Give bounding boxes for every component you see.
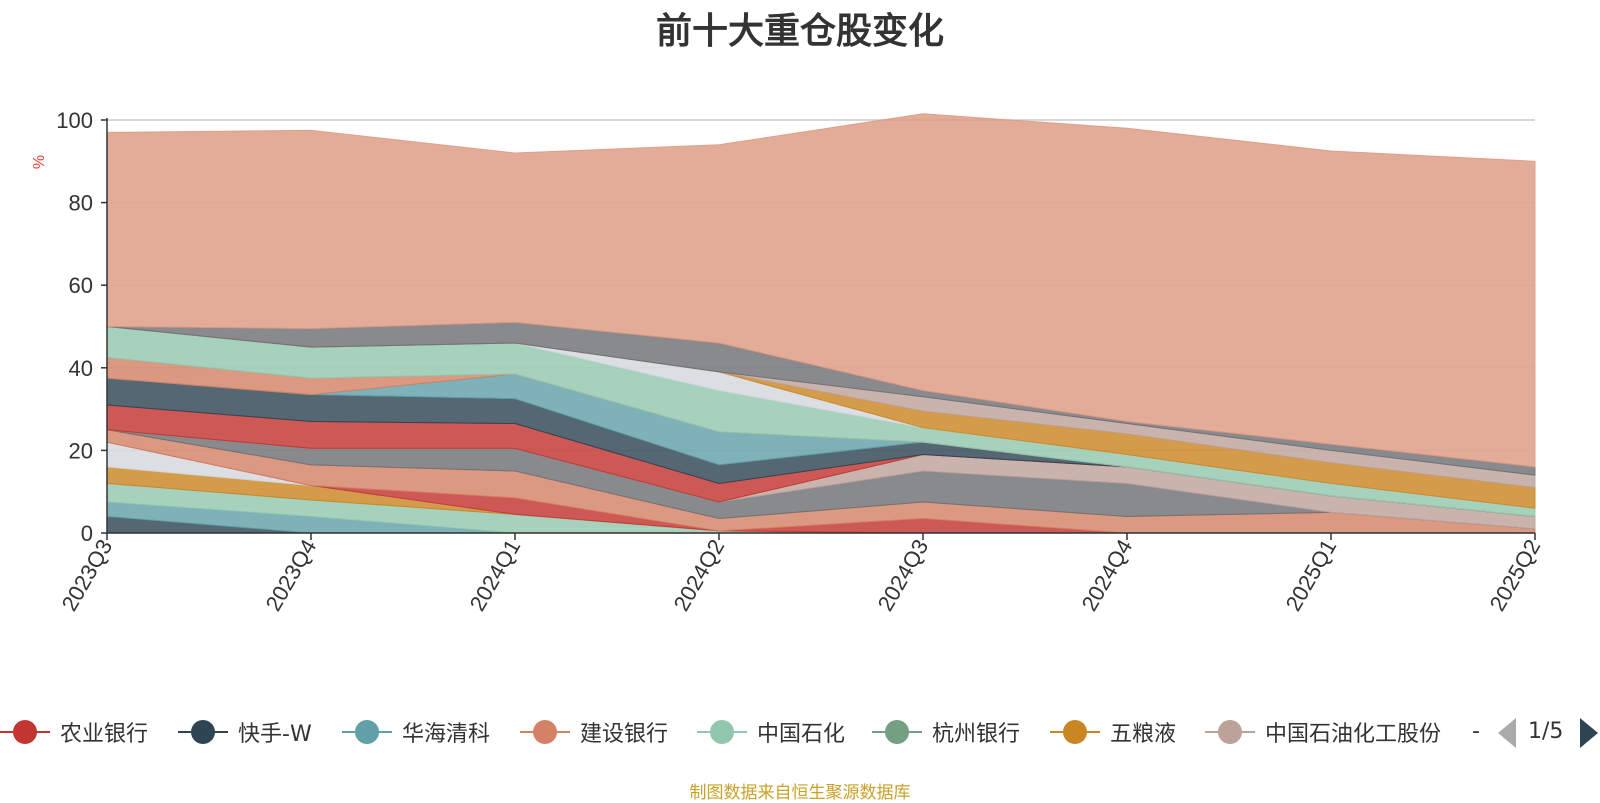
legend-page-indicator: 1/5 bbox=[1528, 719, 1564, 744]
legend-item[interactable]: 中国石油化工股份 bbox=[1205, 712, 1441, 752]
x-tick-label: 2024Q3 bbox=[873, 535, 934, 615]
legend-marker-icon bbox=[520, 717, 570, 747]
y-tick-label: 40 bbox=[69, 356, 93, 381]
legend: 农业银行 快手-W 华海清科 建设银行 中国石化 杭州银行 五粮液 中国石油化工股份 - 1/… bbox=[0, 712, 1600, 752]
source-note: 制图数据来自恒生聚源数据库 bbox=[689, 783, 911, 803]
legend-marker-icon bbox=[0, 717, 50, 747]
legend-marker-icon bbox=[342, 717, 392, 747]
y-tick-label: 80 bbox=[69, 191, 93, 216]
legend-overflow-indicator: - bbox=[1472, 719, 1480, 744]
legend-item[interactable]: 农业银行 bbox=[0, 712, 148, 752]
y-tick-label: 0 bbox=[81, 521, 93, 546]
x-tick-label: 2025Q1 bbox=[1281, 535, 1342, 615]
legend-item[interactable]: 建设银行 bbox=[520, 712, 668, 752]
stacked-area-chart: 0 20 40 60 80 100 2023Q3 2023Q4 2024Q1 2024Q2 2024… bbox=[31, 108, 1546, 615]
x-tick-label: 2024Q1 bbox=[465, 535, 526, 615]
y-tick-label: 20 bbox=[69, 438, 93, 463]
legend-next-page-icon[interactable] bbox=[1580, 718, 1598, 748]
legend-item[interactable]: 杭州银行 bbox=[872, 712, 1020, 752]
legend-marker-icon bbox=[178, 717, 228, 747]
legend-item-label: 五粮液 bbox=[1110, 722, 1177, 747]
y-axis-unit-label: % bbox=[31, 155, 48, 169]
y-tick-label: 60 bbox=[69, 273, 93, 298]
legend-item[interactable]: 华海清科 bbox=[342, 712, 490, 752]
x-tick-label: 2023Q3 bbox=[57, 535, 118, 615]
legend-item-label: 建设银行 bbox=[580, 722, 669, 747]
legend-item[interactable]: 快手-W bbox=[178, 712, 312, 752]
x-tick-label: 2023Q4 bbox=[261, 535, 322, 615]
legend-item-label: 中国石化 bbox=[757, 722, 846, 747]
legend-item-label: 中国石油化工股份 bbox=[1265, 722, 1442, 747]
x-tick-label: 2025Q2 bbox=[1485, 535, 1546, 615]
legend-prev-page-icon[interactable] bbox=[1498, 718, 1516, 748]
legend-item[interactable]: 五粮液 bbox=[1050, 712, 1176, 752]
legend-marker-icon bbox=[872, 717, 922, 747]
series-area-18 bbox=[106, 113, 1536, 468]
legend-item-label: 华海清科 bbox=[402, 722, 491, 747]
legend-marker-icon bbox=[697, 717, 747, 747]
legend-item[interactable]: 中国石化 bbox=[697, 712, 845, 752]
x-tick-label: 2024Q2 bbox=[669, 535, 730, 615]
legend-item-label: 快手-W bbox=[238, 722, 312, 747]
legend-item-label: 农业银行 bbox=[60, 722, 149, 747]
x-tick-label: 2024Q4 bbox=[1077, 535, 1138, 615]
legend-marker-icon bbox=[1050, 717, 1100, 747]
y-tick-label: 100 bbox=[56, 108, 93, 133]
area-series bbox=[106, 113, 1536, 534]
chart-title: 前十大重仓股变化 bbox=[655, 11, 944, 52]
legend-marker-icon bbox=[1205, 717, 1255, 747]
legend-item-label: 杭州银行 bbox=[932, 722, 1021, 747]
